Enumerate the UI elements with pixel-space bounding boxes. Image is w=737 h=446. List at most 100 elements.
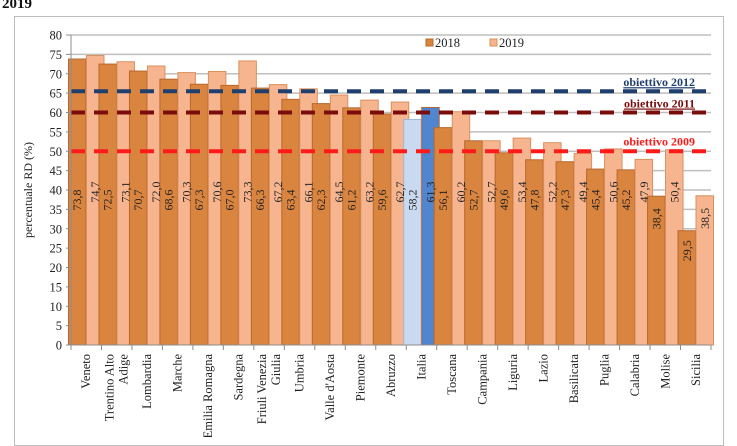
data-label: 52,2 <box>545 182 559 203</box>
data-label: 68,6 <box>162 190 176 211</box>
data-label: 49,4 <box>576 182 590 203</box>
category-label: Lombardia <box>140 354 154 409</box>
data-label: 38,4 <box>649 208 663 229</box>
legend: 2018 2019 <box>425 36 524 50</box>
data-label: 59,6 <box>375 190 389 211</box>
axes: 0 5 10 15 20 25 30 35 40 45 50 55 60 65 70 75 80 <box>50 29 712 353</box>
data-label: 73,1 <box>119 182 133 203</box>
data-label: 56,1 <box>436 190 450 211</box>
y-tick-label: 25 <box>50 242 63 256</box>
category-label: Sicilia <box>689 354 703 386</box>
data-label: 67,2 <box>271 182 285 203</box>
category-label: Valle d'Aosta <box>323 354 337 421</box>
y-tick-label: 45 <box>50 164 63 178</box>
data-label: 67,3 <box>192 190 206 211</box>
category-label: Campania <box>475 354 489 405</box>
data-label: 67,0 <box>223 190 237 211</box>
legend-label-2018: 2018 <box>435 36 460 50</box>
bar-2018 <box>342 107 361 346</box>
category-label: Toscana <box>445 354 459 395</box>
data-label: 53,4 <box>515 182 529 203</box>
y-axis-title: percentuale RD (%) <box>21 142 35 238</box>
data-label: 72,0 <box>149 182 163 203</box>
category-label: Sardegna <box>232 354 246 401</box>
data-label: 66,1 <box>302 182 316 203</box>
data-label: 70,6 <box>210 182 224 203</box>
y-tick-label: 70 <box>50 67 63 81</box>
data-label: 73,3 <box>241 182 255 203</box>
bar-2018 <box>433 127 453 346</box>
y-tick-label: 20 <box>50 261 63 275</box>
category-label: Friuli Venezia <box>255 354 269 425</box>
category-label: Piemonte <box>354 354 368 402</box>
y-tick-label: 35 <box>50 203 63 217</box>
target-label: obiettivo 2011 <box>624 97 695 111</box>
y-tick-label: 65 <box>50 87 63 101</box>
category-label: Lazio <box>536 354 550 382</box>
legend-swatch-2018 <box>425 38 434 47</box>
labels: 73,8 74,7 Veneto 72,5 73,1 Trentino Alto Adige… <box>70 182 712 438</box>
data-label: 62,3 <box>314 190 328 211</box>
data-label: 62,7 <box>393 182 407 203</box>
y-tick-label: 10 <box>50 300 63 314</box>
bar-2018 <box>220 84 239 346</box>
data-label: 29,5 <box>680 240 694 261</box>
category-label: Adige <box>117 354 131 385</box>
bar-2018 <box>189 83 209 346</box>
data-label: 63,2 <box>363 182 377 203</box>
data-label: 50,4 <box>667 182 681 203</box>
data-label: 72,5 <box>101 190 115 211</box>
bar-chart: obiettivo 2012 obiettivo 2011 obiettivo 20… <box>21 29 715 438</box>
category-label: Giulia <box>269 354 283 386</box>
legend-swatch-2019 <box>489 38 498 47</box>
bar-2018 <box>281 98 300 346</box>
y-tick-label: 40 <box>50 184 63 198</box>
category-label: Marche <box>171 354 185 393</box>
y-tick-label: 50 <box>50 145 63 159</box>
data-label: 52,7 <box>466 190 480 211</box>
y-tick-label: 60 <box>50 106 63 120</box>
category-label: Emilia Romagna <box>201 354 215 437</box>
data-label: 61,2 <box>345 190 359 211</box>
target-label: obiettivo 2009 <box>623 134 695 148</box>
category-label: Liguria <box>506 354 520 391</box>
data-label: 38,5 <box>698 208 712 229</box>
category-label: Veneto <box>79 354 93 389</box>
data-label: 70,7 <box>131 190 145 211</box>
target-label: obiettivo 2012 <box>623 75 695 89</box>
data-label: 63,4 <box>284 190 298 211</box>
data-label: 49,6 <box>497 190 511 211</box>
y-tick-label: 5 <box>56 319 62 333</box>
y-tick-label: 75 <box>50 48 63 62</box>
data-label: 50,6 <box>606 182 620 203</box>
category-label: Molise <box>658 354 672 389</box>
data-label: 45,2 <box>619 190 633 211</box>
y-tick-label: 30 <box>50 222 63 236</box>
category-label: Basilicata <box>567 354 581 404</box>
data-label: 45,4 <box>588 190 602 211</box>
category-label: Puglia <box>597 354 611 386</box>
category-label: Trentino Alto <box>103 354 117 421</box>
category-label: Abruzzo <box>384 354 398 397</box>
bars <box>67 55 715 346</box>
bar-2018 <box>464 140 483 346</box>
data-label: 47,8 <box>527 190 541 211</box>
category-label: Umbria <box>293 354 307 393</box>
data-label: 58,2 <box>405 190 419 211</box>
bar-2018 <box>403 118 422 346</box>
y-tick-label: 80 <box>50 29 63 43</box>
chart-title: 2019 <box>2 0 32 12</box>
bar-2018 <box>311 103 331 346</box>
bar-2018 <box>250 87 270 346</box>
y-tick-label: 55 <box>50 125 63 139</box>
reference-lines: obiettivo 2012 obiettivo 2011 obiettivo 20… <box>71 75 711 154</box>
data-label: 64,5 <box>332 182 346 203</box>
data-label: 73,8 <box>70 190 84 211</box>
data-label: 60,2 <box>454 182 468 203</box>
data-label: 47,3 <box>558 190 572 211</box>
y-tick-label: 0 <box>56 339 62 353</box>
bar-2018 <box>159 78 178 346</box>
data-label: 52,7 <box>484 182 498 203</box>
legend-label-2019: 2019 <box>499 36 524 50</box>
data-label: 70,3 <box>180 182 194 203</box>
